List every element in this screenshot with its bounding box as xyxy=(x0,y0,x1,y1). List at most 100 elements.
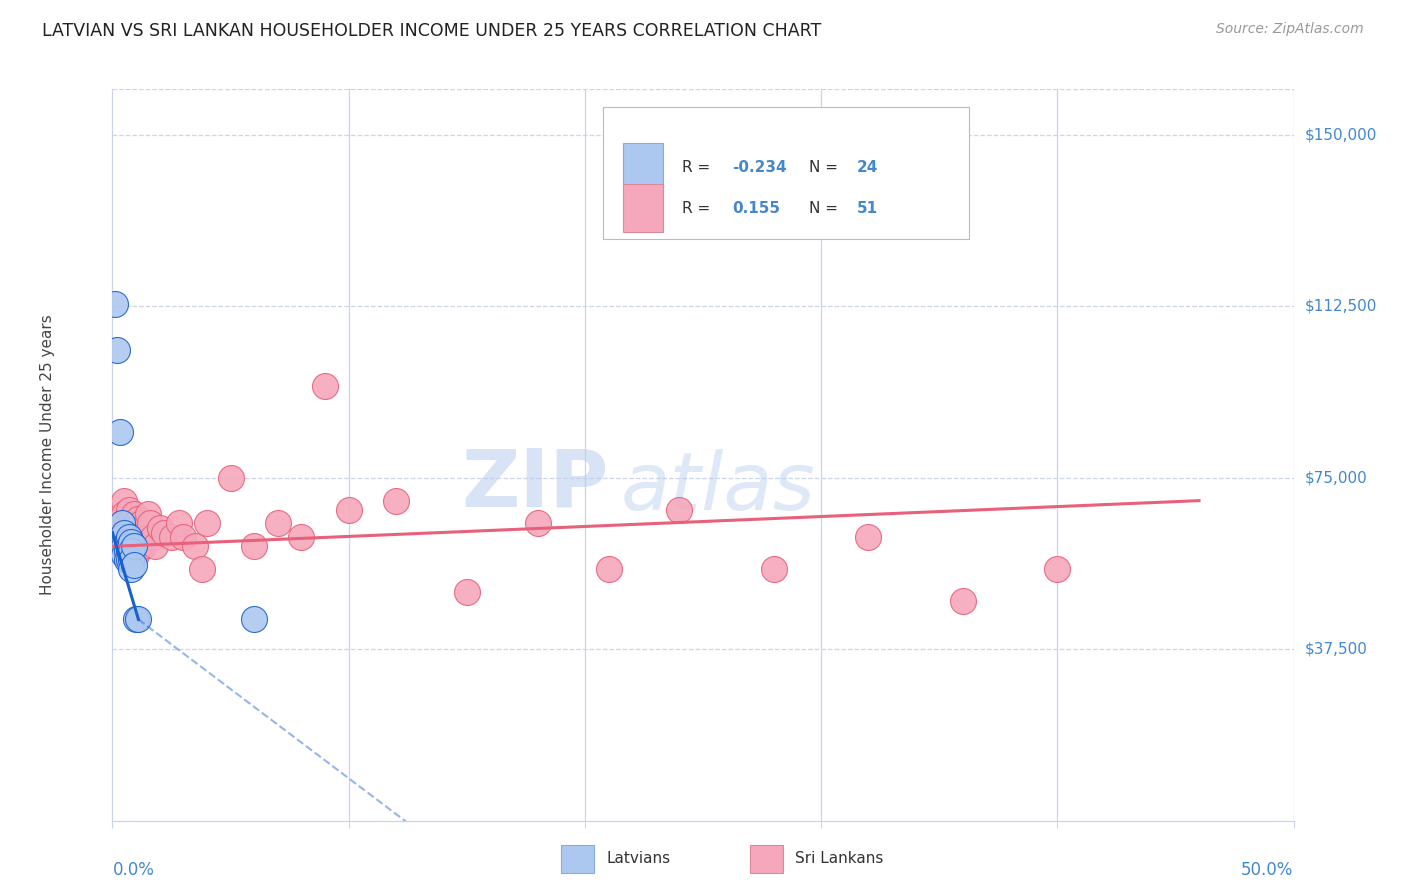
Text: N =: N = xyxy=(810,201,844,216)
Point xyxy=(337,502,360,516)
Text: -0.234: -0.234 xyxy=(733,160,787,175)
Point xyxy=(136,508,159,522)
Text: Source: ZipAtlas.com: Source: ZipAtlas.com xyxy=(1216,22,1364,37)
Text: N =: N = xyxy=(810,160,844,175)
Point xyxy=(115,516,138,531)
Point xyxy=(127,612,149,626)
Point xyxy=(143,539,166,553)
Text: Latvians: Latvians xyxy=(606,851,671,866)
Text: Sri Lankans: Sri Lankans xyxy=(796,851,883,866)
Text: atlas: atlas xyxy=(620,449,815,527)
Point xyxy=(191,562,214,576)
Point xyxy=(139,516,162,531)
Point xyxy=(115,544,138,558)
Text: R =: R = xyxy=(682,160,714,175)
Point xyxy=(122,558,145,572)
Point xyxy=(142,530,165,544)
Text: $75,000: $75,000 xyxy=(1305,470,1368,485)
Point xyxy=(219,471,242,485)
Point xyxy=(243,539,266,553)
Point xyxy=(118,502,141,516)
Point xyxy=(104,297,127,311)
Point xyxy=(120,549,142,563)
Point xyxy=(184,539,207,553)
Text: $112,500: $112,500 xyxy=(1305,299,1376,314)
Point xyxy=(267,516,290,531)
Point xyxy=(122,525,145,540)
Point xyxy=(118,525,141,540)
Text: 0.155: 0.155 xyxy=(733,201,780,216)
FancyBboxPatch shape xyxy=(751,845,783,872)
Point xyxy=(112,549,135,563)
Point xyxy=(118,539,141,553)
Point xyxy=(598,562,620,576)
FancyBboxPatch shape xyxy=(623,185,662,232)
Point xyxy=(526,516,548,531)
Point xyxy=(122,539,145,553)
Point xyxy=(153,525,176,540)
Point xyxy=(127,530,149,544)
Point xyxy=(118,544,141,558)
Text: 24: 24 xyxy=(856,160,877,175)
Point xyxy=(111,530,134,544)
Point xyxy=(167,516,190,531)
Point xyxy=(118,530,141,544)
FancyBboxPatch shape xyxy=(561,845,595,872)
Point xyxy=(120,562,142,576)
Point xyxy=(108,425,131,439)
Point xyxy=(105,343,128,357)
FancyBboxPatch shape xyxy=(603,108,969,239)
Point xyxy=(195,516,218,531)
Point xyxy=(762,562,785,576)
Text: 0.0%: 0.0% xyxy=(112,861,155,879)
Point xyxy=(314,379,336,393)
Text: 51: 51 xyxy=(856,201,877,216)
Point xyxy=(132,539,155,553)
Point xyxy=(112,508,135,522)
Point xyxy=(125,549,148,563)
Point xyxy=(115,534,138,549)
Point xyxy=(952,594,974,608)
Point xyxy=(129,516,152,531)
Text: $37,500: $37,500 xyxy=(1305,641,1368,657)
Point xyxy=(120,553,142,567)
Point xyxy=(136,530,159,544)
Point xyxy=(132,521,155,535)
Text: ZIP: ZIP xyxy=(461,445,609,524)
Point xyxy=(111,530,134,544)
Text: LATVIAN VS SRI LANKAN HOUSEHOLDER INCOME UNDER 25 YEARS CORRELATION CHART: LATVIAN VS SRI LANKAN HOUSEHOLDER INCOME… xyxy=(42,22,821,40)
Point xyxy=(668,502,690,516)
Point xyxy=(122,508,145,522)
Point xyxy=(120,544,142,558)
Point xyxy=(112,493,135,508)
Point xyxy=(115,553,138,567)
Point xyxy=(149,521,172,535)
Point xyxy=(243,612,266,626)
Point xyxy=(290,530,312,544)
Text: $150,000: $150,000 xyxy=(1305,128,1376,143)
Point xyxy=(456,585,478,599)
Text: R =: R = xyxy=(682,201,714,216)
Point xyxy=(118,553,141,567)
Point xyxy=(120,530,142,544)
Point xyxy=(160,530,183,544)
Point xyxy=(127,512,149,526)
Point xyxy=(172,530,194,544)
Text: 50.0%: 50.0% xyxy=(1241,861,1294,879)
Point xyxy=(125,612,148,626)
Point xyxy=(120,512,142,526)
Text: Householder Income Under 25 years: Householder Income Under 25 years xyxy=(39,315,55,595)
Point xyxy=(385,493,408,508)
Point xyxy=(120,534,142,549)
Point xyxy=(111,516,134,531)
Point xyxy=(125,516,148,531)
Point xyxy=(108,512,131,526)
FancyBboxPatch shape xyxy=(623,144,662,191)
Point xyxy=(1046,562,1069,576)
Point xyxy=(129,539,152,553)
Point xyxy=(125,530,148,544)
Point xyxy=(112,539,135,553)
Point xyxy=(135,525,157,540)
Point xyxy=(858,530,880,544)
Point xyxy=(115,539,138,553)
